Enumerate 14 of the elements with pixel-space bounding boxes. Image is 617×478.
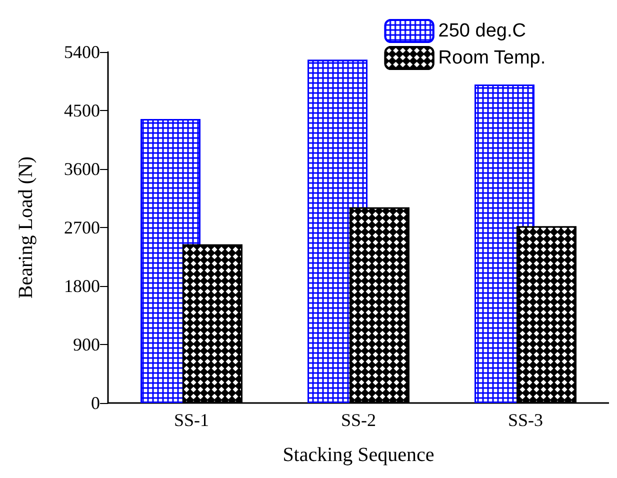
- y-tick-label: 2700: [64, 218, 100, 238]
- x-tick-label: SS-1: [174, 410, 210, 430]
- x-tick-label: SS-3: [508, 410, 544, 430]
- x-axis-title: Stacking Sequence: [282, 444, 434, 466]
- y-tick-label: 3600: [64, 159, 100, 179]
- x-tick-label: SS-2: [340, 410, 376, 430]
- y-tick-label: 0: [91, 393, 100, 413]
- y-axis-title: Bearing Load (N): [15, 156, 37, 299]
- y-tick-label: 4500: [64, 100, 100, 120]
- y-tick-label: 900: [73, 334, 100, 354]
- legend-label: 250 deg.C: [438, 20, 526, 42]
- y-tick-label: 5400: [64, 42, 100, 62]
- legend-label: Room Temp.: [438, 48, 546, 68]
- y-tick-label: 1800: [64, 276, 100, 296]
